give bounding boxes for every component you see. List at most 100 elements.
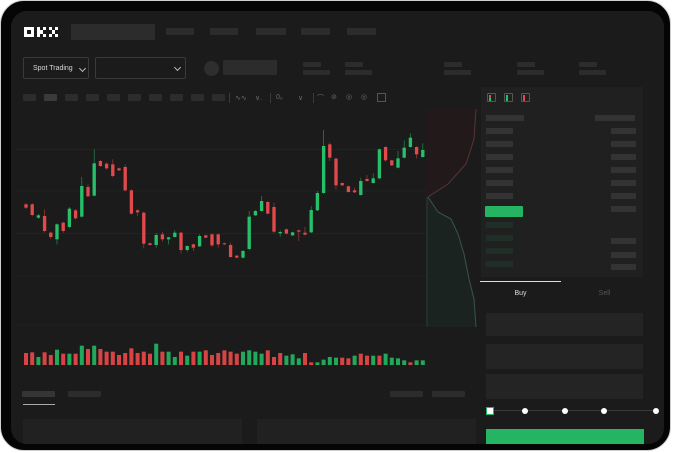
timeframe-button[interactable] [86, 94, 99, 101]
price-input[interactable] [486, 313, 643, 336]
slider-stop-50[interactable] [562, 408, 568, 414]
tab-open-orders[interactable] [22, 391, 55, 397]
timeframe-button[interactable] [149, 94, 162, 101]
candle [104, 162, 109, 170]
nav-item[interactable] [256, 28, 286, 35]
stat-label [579, 62, 597, 67]
fullscreen-icon[interactable] [377, 93, 386, 102]
candle-body [216, 234, 220, 245]
candle [111, 159, 115, 178]
volume-bar [42, 352, 47, 365]
candle-body [185, 246, 189, 250]
filter-button[interactable] [390, 391, 423, 397]
candle-body [111, 164, 115, 176]
tab-order-history[interactable] [68, 391, 101, 397]
timeframe-button[interactable] [44, 94, 57, 101]
slider-handle[interactable] [486, 407, 494, 415]
ask-size [611, 193, 636, 199]
volume-bar [129, 348, 134, 365]
pair-selector-dropdown[interactable] [95, 57, 186, 79]
volume-bar [315, 362, 320, 365]
chart-type-icon[interactable]: ∨. [255, 95, 263, 102]
amount-input[interactable] [486, 344, 643, 369]
candle-body [117, 168, 121, 171]
drawing-icon[interactable]: ⌒ [317, 95, 324, 102]
tab-buy[interactable]: Buy [514, 290, 527, 297]
volume-bar [148, 353, 152, 365]
candle-body [278, 232, 282, 234]
nav-item[interactable] [347, 28, 376, 35]
chevron-down-icon[interactable]: ∨ [298, 95, 304, 102]
candle-body [408, 137, 413, 147]
ask-size [611, 167, 636, 173]
ask-price [486, 193, 513, 199]
spot-trading-dropdown[interactable]: Spot Trading [23, 57, 89, 79]
percent-slider[interactable] [486, 407, 659, 415]
candle [247, 211, 251, 251]
settings-icon[interactable]: ◎ [361, 94, 368, 101]
candle-body [321, 146, 326, 193]
ruler-icon[interactable]: ⊘ [331, 94, 337, 101]
nav-item[interactable] [210, 28, 238, 35]
slider-stop-100[interactable] [653, 408, 659, 414]
orderbook-both-icon[interactable] [487, 93, 496, 102]
candle [197, 234, 202, 247]
candle-body [247, 216, 251, 249]
candle-body [67, 208, 72, 227]
candle [383, 146, 388, 162]
candle-body [346, 186, 351, 192]
volume-bar [104, 351, 109, 365]
timeframe-button[interactable] [212, 94, 225, 101]
timeframe-button[interactable] [128, 94, 141, 101]
orderbook-bids-icon[interactable] [504, 93, 513, 102]
volume-bar [321, 359, 326, 365]
volume-bar [30, 352, 35, 365]
total-input[interactable] [486, 374, 643, 399]
indicator-icon[interactable]: ∿∿ [235, 95, 247, 102]
bid-price [486, 222, 513, 228]
timeframe-button[interactable] [170, 94, 183, 101]
nav-item[interactable] [301, 28, 330, 35]
stat-value [345, 70, 372, 75]
volume-bar [371, 355, 376, 365]
volume-bar [259, 353, 264, 365]
candle [67, 207, 72, 229]
candle [86, 184, 90, 197]
candle-body [73, 210, 78, 219]
candle [259, 196, 264, 212]
volume-bar [383, 353, 388, 365]
slider-stop-75[interactable] [601, 408, 607, 414]
timeframe-button[interactable] [191, 94, 204, 101]
camera-icon[interactable]: ◎ [346, 94, 353, 101]
candle [98, 160, 103, 167]
orderbook-asks-icon[interactable] [521, 93, 530, 102]
volume-bar [191, 351, 196, 365]
timeframe-button[interactable] [23, 94, 36, 101]
filter-button[interactable] [432, 391, 465, 397]
volume-bar [61, 353, 66, 365]
volume-bar [303, 353, 307, 365]
okx-logo[interactable] [24, 27, 60, 37]
candle-body [352, 190, 357, 193]
stat-value [517, 70, 544, 75]
candle-body [204, 235, 208, 238]
volume-bar [216, 353, 221, 365]
buy-submit-button[interactable] [486, 429, 644, 444]
search-bar[interactable] [71, 24, 155, 40]
timeframe-button[interactable] [65, 94, 78, 101]
chevron-down-icon [173, 63, 182, 72]
candlestick-chart[interactable] [16, 121, 426, 371]
stat-value [444, 70, 471, 75]
candle-body [123, 167, 127, 191]
volume-bar [185, 355, 190, 365]
interval-icon[interactable]: 0₀ [276, 94, 283, 101]
candle-body [259, 201, 264, 211]
timeframe-button[interactable] [107, 94, 120, 101]
nav-item[interactable] [166, 28, 194, 35]
candle [278, 230, 282, 237]
divider [313, 93, 314, 103]
tab-sell[interactable]: Sell [598, 290, 611, 297]
candle-body [210, 234, 214, 246]
slider-stop-25[interactable] [522, 408, 528, 414]
